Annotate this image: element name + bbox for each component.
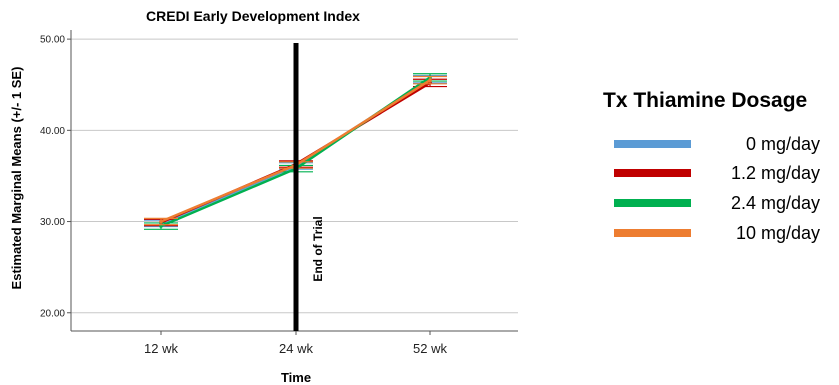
legend-swatch	[614, 229, 691, 237]
x-tick-label: 52 wk	[413, 341, 447, 356]
data-point	[159, 219, 163, 224]
y-axis-ticks: 20.00 30.00 40.00 50.00	[40, 35, 71, 319]
legend-swatch	[614, 169, 691, 177]
legend-label: 0 mg/day	[746, 134, 820, 154]
x-axis-title: Time	[281, 370, 311, 385]
legend-label: 2.4 mg/day	[731, 193, 820, 213]
x-tick-label: 24 wk	[279, 341, 313, 356]
legend-swatch	[614, 199, 691, 207]
y-axis-title: Estimated Marginal Means (+/- 1 SE)	[9, 67, 24, 290]
legend-title: Tx Thiamine Dosage	[603, 89, 807, 112]
y-tick-label: 20.00	[40, 308, 65, 319]
legend-label: 10 mg/day	[736, 223, 820, 243]
y-tick-label: 40.00	[40, 126, 65, 137]
x-tick-label: 12 wk	[144, 341, 178, 356]
data-point	[428, 78, 432, 82]
legend-swatch	[614, 140, 691, 148]
legend: Tx Thiamine Dosage 0 mg/day 1.2 mg/day 2.4…	[603, 89, 820, 243]
x-axis-ticks: 12 wk 24 wk 52 wk	[144, 331, 447, 356]
y-tick-label: 30.00	[40, 217, 65, 228]
legend-label: 1.2 mg/day	[731, 163, 820, 183]
y-tick-label: 50.00	[40, 35, 65, 46]
chart-title: CREDI Early Development Index	[146, 8, 360, 24]
end-of-trial-label: End of Trial	[311, 216, 325, 281]
